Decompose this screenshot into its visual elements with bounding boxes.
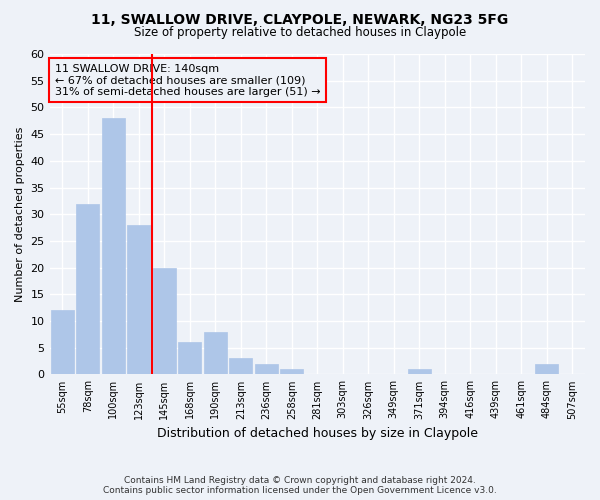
Bar [204, 332, 227, 374]
Text: Contains HM Land Registry data © Crown copyright and database right 2024.
Contai: Contains HM Land Registry data © Crown c… [103, 476, 497, 495]
Bar [127, 225, 150, 374]
Bar [153, 268, 176, 374]
Bar [229, 358, 252, 374]
Bar [76, 204, 99, 374]
Bar [535, 364, 558, 374]
Text: 11, SWALLOW DRIVE, CLAYPOLE, NEWARK, NG23 5FG: 11, SWALLOW DRIVE, CLAYPOLE, NEWARK, NG2… [91, 12, 509, 26]
Bar [178, 342, 201, 374]
Bar [408, 369, 431, 374]
Text: 11 SWALLOW DRIVE: 140sqm
← 67% of detached houses are smaller (109)
31% of semi-: 11 SWALLOW DRIVE: 140sqm ← 67% of detach… [55, 64, 320, 97]
Bar [102, 118, 125, 374]
Y-axis label: Number of detached properties: Number of detached properties [15, 126, 25, 302]
X-axis label: Distribution of detached houses by size in Claypole: Distribution of detached houses by size … [157, 427, 478, 440]
Bar [51, 310, 74, 374]
Bar [280, 369, 303, 374]
Text: Size of property relative to detached houses in Claypole: Size of property relative to detached ho… [134, 26, 466, 39]
Bar [255, 364, 278, 374]
